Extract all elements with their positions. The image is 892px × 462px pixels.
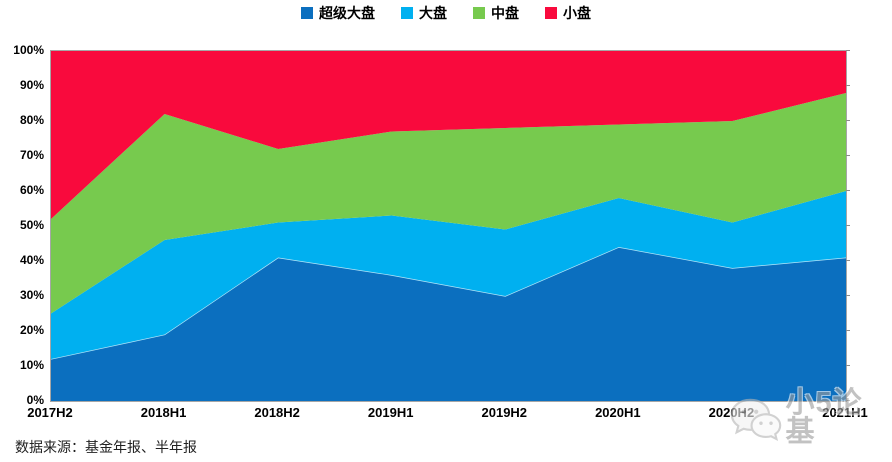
y-tick-label: 40%: [19, 253, 44, 267]
legend-label-small-cap: 小盘: [563, 5, 591, 21]
y-tick-label: 50%: [19, 218, 44, 232]
right-tick-mark: [846, 120, 850, 121]
x-tick-label: 2019H2: [481, 405, 528, 420]
x-tick-label: 2020H1: [595, 405, 641, 420]
y-tick-label: 30%: [19, 288, 44, 302]
y-tick-label: 80%: [19, 113, 44, 127]
y-tick-label: 20%: [19, 323, 44, 337]
legend-item-mid-cap: 中盘: [473, 6, 519, 20]
right-tick-mark: [846, 260, 850, 261]
area-small-cap: [51, 51, 846, 219]
y-tick-label: 10%: [19, 358, 44, 372]
right-tick-mark: [846, 190, 850, 191]
legend-item-super-large-cap: 超级大盘: [301, 6, 375, 20]
y-tick-label: 100%: [13, 43, 44, 57]
data-source-note: 数据来源：基金年报、半年报: [15, 439, 197, 455]
legend-swatch-mid-cap: [473, 7, 485, 19]
stacked-area-svg: [51, 51, 846, 401]
legend-label-super-large-cap: 超级大盘: [319, 5, 375, 21]
right-tick-mark: [846, 85, 850, 86]
right-tick-mark: [846, 50, 850, 51]
right-tick-mark: [846, 295, 850, 296]
x-tick-label: 2019H1: [367, 405, 414, 420]
legend-label-large-cap: 大盘: [419, 5, 447, 21]
area-super-large-cap: [51, 247, 846, 401]
legend: 超级大盘 大盘 中盘 小盘: [0, 6, 892, 20]
y-tick-label: 90%: [19, 78, 44, 92]
x-tick-label: 2018H1: [140, 405, 187, 420]
legend-item-small-cap: 小盘: [545, 6, 591, 20]
right-tick-mark: [846, 225, 850, 226]
y-tick-label: 70%: [19, 148, 44, 162]
right-tick-mark: [846, 365, 850, 366]
legend-item-large-cap: 大盘: [401, 6, 447, 20]
legend-label-mid-cap: 中盘: [491, 5, 519, 21]
legend-swatch-small-cap: [545, 7, 557, 19]
area-large-cap: [51, 191, 846, 359]
y-tick-label: 0%: [26, 393, 44, 407]
right-tick-mark: [846, 400, 850, 401]
legend-swatch-super-large-cap: [301, 7, 313, 19]
legend-swatch-large-cap: [401, 7, 413, 19]
x-tick-label: 2017H2: [27, 405, 73, 420]
x-tick-label: 2018H2: [254, 405, 300, 420]
plot-area: [50, 50, 847, 402]
x-tick-label: 2020H2: [708, 405, 755, 420]
right-tick-mark: [846, 155, 850, 156]
x-tick-label: 2021H1: [822, 405, 868, 420]
area-mid-cap: [51, 93, 846, 314]
y-tick-label: 60%: [19, 183, 44, 197]
right-tick-mark: [846, 330, 850, 331]
